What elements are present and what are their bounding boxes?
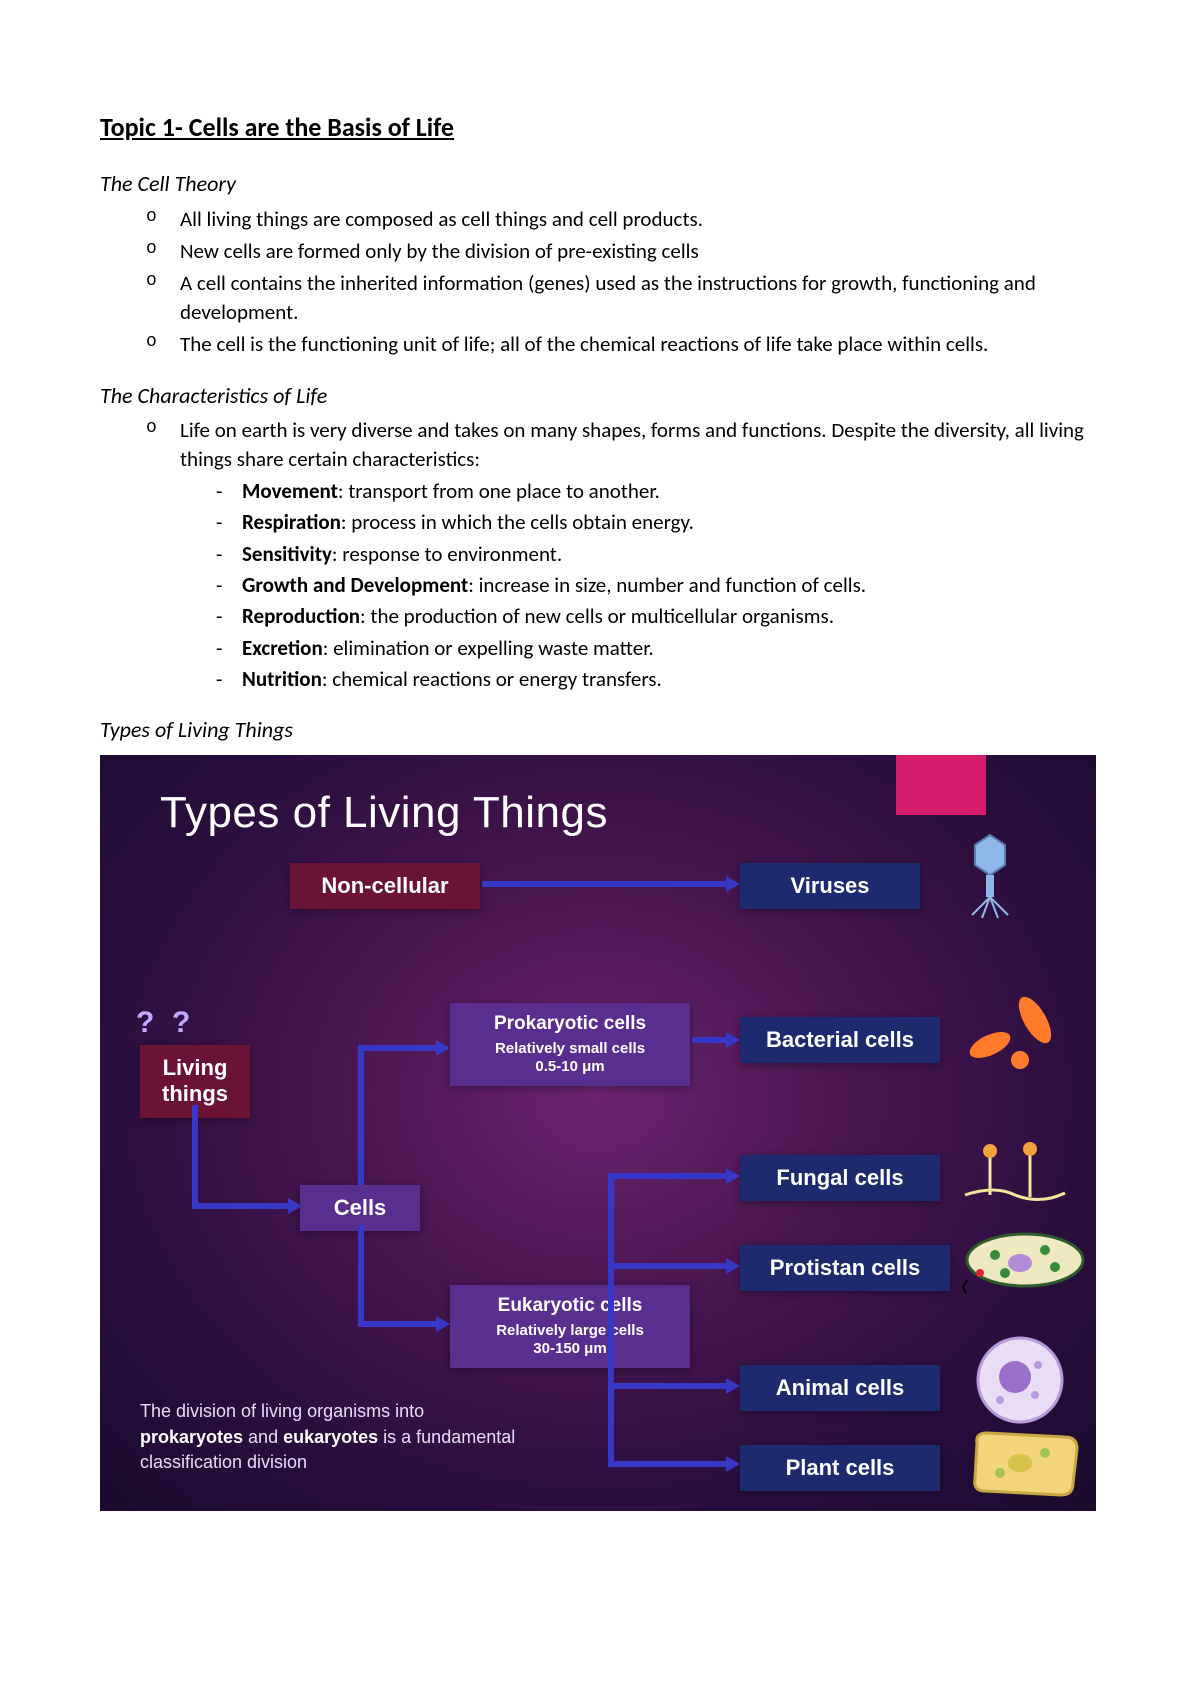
connector [358, 1045, 438, 1051]
caption-bold: prokaryotes [140, 1427, 243, 1447]
node-animal-cells: Animal cells [740, 1365, 940, 1411]
term: Nutrition [242, 666, 322, 692]
term: Movement [242, 478, 338, 504]
list-item: Growth and Development: increase in size… [222, 571, 1100, 599]
connector [608, 1383, 726, 1389]
diagram-title: Types of Living Things [160, 783, 608, 842]
node-sub2: 30-150 μm [466, 1340, 674, 1358]
section-heading-characteristics: The Characteristics of Life [100, 381, 1100, 411]
desc: : increase in size, number and function … [468, 572, 866, 598]
node-plant-cells: Plant cells [740, 1445, 940, 1491]
connector [358, 1321, 438, 1327]
node-label: Living things [162, 1055, 228, 1106]
node-sub2: 0.5-10 μm [466, 1058, 674, 1076]
types-of-living-things-diagram: Types of Living Things ? ? Living things… [100, 755, 1096, 1511]
term: Respiration [242, 509, 341, 535]
arrowhead-icon [726, 1032, 740, 1048]
intro-text: Life on earth is very diverse and takes … [180, 417, 1084, 471]
question-mark-icon: ? [172, 1003, 190, 1044]
node-label: Non-cellular [321, 873, 448, 898]
section-heading-types: Types of Living Things [100, 715, 1100, 745]
arrowhead-icon [726, 876, 740, 892]
node-label: Prokaryotic cells [494, 1013, 646, 1034]
protist-icon [960, 1225, 1090, 1295]
question-mark-icon: ? [136, 1003, 154, 1044]
connector [192, 1105, 198, 1205]
list-item: A cell contains the inherited informatio… [154, 269, 1100, 326]
connector [608, 1461, 726, 1467]
desc: : chemical reactions or energy transfers… [322, 666, 662, 692]
virus-icon [960, 830, 1020, 920]
section-heading-cell-theory: The Cell Theory [100, 169, 1100, 199]
arrowhead-icon [726, 1456, 740, 1472]
node-protistan-cells: Protistan cells [740, 1245, 950, 1291]
term: Reproduction [242, 603, 360, 629]
node-label: Plant cells [786, 1455, 895, 1480]
connector [358, 1225, 364, 1325]
arrowhead-icon [726, 1258, 740, 1274]
caption-bold: eukaryotes [283, 1427, 378, 1447]
list-item: Reproduction: the production of new cell… [222, 602, 1100, 630]
node-label: Fungal cells [776, 1165, 903, 1190]
page-title: Topic 1- Cells are the Basis of Life [100, 110, 1100, 145]
arrowhead-icon [436, 1316, 450, 1332]
node-sub1: Relatively small cells [466, 1040, 674, 1058]
term: Excretion [242, 635, 323, 661]
diagram-caption: The division of living organisms into pr… [140, 1399, 520, 1475]
desc: : transport from one place to another. [338, 478, 660, 504]
node-label: Viruses [790, 873, 869, 898]
list-item: Nutrition: chemical reactions or energy … [222, 665, 1100, 693]
term: Growth and Development [242, 572, 468, 598]
list-item: All living things are composed as cell t… [154, 205, 1100, 233]
arrowhead-icon [436, 1040, 450, 1056]
node-bacterial-cells: Bacterial cells [740, 1017, 940, 1063]
node-label: Eukaryotic cells [498, 1295, 643, 1316]
connector [358, 1045, 364, 1185]
cell-theory-list: All living things are composed as cell t… [100, 205, 1100, 359]
node-label: Animal cells [776, 1375, 904, 1400]
arrowhead-icon [726, 1378, 740, 1394]
connector [692, 1037, 728, 1043]
bacteria-icon [960, 990, 1070, 1080]
node-label: Bacterial cells [766, 1027, 914, 1052]
animal-cell-icon [970, 1335, 1070, 1425]
characteristics-dash-list: Movement: transport from one place to an… [180, 477, 1100, 693]
node-non-cellular: Non-cellular [290, 863, 480, 909]
arrowhead-icon [726, 1168, 740, 1184]
caption-text: The division of living organisms into [140, 1401, 424, 1421]
fungal-icon [955, 1135, 1075, 1215]
list-item: The cell is the functioning unit of life… [154, 330, 1100, 358]
list-item: Respiration: process in which the cells … [222, 508, 1100, 536]
arrowhead-icon [288, 1198, 302, 1214]
connector [482, 881, 726, 887]
node-prokaryotic: Prokaryotic cells Relatively small cells… [450, 1003, 690, 1086]
plant-cell-icon [965, 1423, 1085, 1503]
list-item: Sensitivity: response to environment. [222, 540, 1100, 568]
term: Sensitivity [242, 541, 332, 567]
node-label: Cells [334, 1195, 387, 1220]
connector [608, 1175, 614, 1465]
pink-accent-tab [896, 755, 986, 815]
desc: : the production of new cells or multice… [360, 603, 834, 629]
list-item: Movement: transport from one place to an… [222, 477, 1100, 505]
desc: : response to environment. [332, 541, 562, 567]
caption-text: and [243, 1427, 283, 1447]
connector [608, 1263, 726, 1269]
characteristics-intro-list: Life on earth is very diverse and takes … [100, 416, 1100, 693]
list-item: New cells are formed only by the divisio… [154, 237, 1100, 265]
node-eukaryotic: Eukaryotic cells Relatively large cells … [450, 1285, 690, 1368]
node-viruses: Viruses [740, 863, 920, 909]
node-sub1: Relatively large cells [466, 1322, 674, 1340]
desc: : elimination or expelling waste matter. [323, 635, 654, 661]
desc: : process in which the cells obtain ener… [341, 509, 694, 535]
node-label: Protistan cells [770, 1255, 920, 1280]
node-fungal-cells: Fungal cells [740, 1155, 940, 1201]
list-item: Life on earth is very diverse and takes … [154, 416, 1100, 693]
connector [192, 1203, 288, 1209]
connector [608, 1173, 726, 1179]
list-item: Excretion: elimination or expelling wast… [222, 634, 1100, 662]
